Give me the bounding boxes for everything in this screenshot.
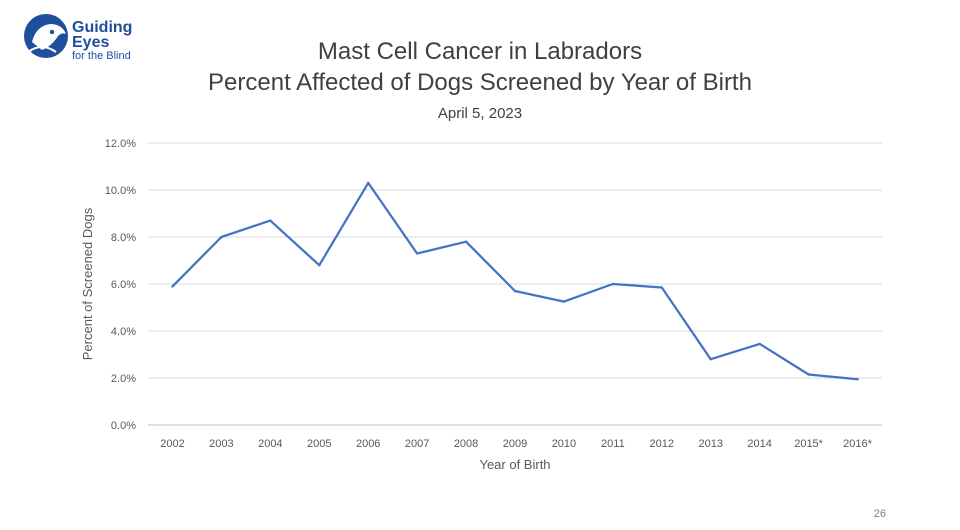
y-tick-label: 0.0% [111, 420, 136, 432]
data-point [856, 377, 859, 381]
chart-date: April 5, 2023 [437, 105, 523, 122]
data-point [171, 285, 174, 288]
y-tick-label: 8.0% [111, 232, 136, 244]
x-tick-label: 2011 [601, 438, 625, 450]
x-tick-label: 2002 [160, 438, 184, 450]
y-tick-label: 6.0% [111, 279, 136, 291]
data-point [220, 235, 223, 239]
data-point [660, 286, 663, 289]
x-tick-label: 2009 [503, 438, 527, 450]
data-point [464, 240, 468, 243]
data-point [807, 373, 810, 376]
x-tick-label: 2007 [405, 438, 429, 450]
y-tick-label: 10.0% [105, 185, 136, 197]
x-axis-label: Year of Birth [479, 457, 550, 472]
x-tick-label: 2010 [552, 438, 576, 450]
guiding-eyes-logo: Guiding Eyes for the Blind [22, 12, 152, 64]
logo-line2: Eyes [72, 34, 110, 51]
chart-title: Mast Cell Cancer in Labradors [317, 38, 643, 65]
x-tick-label: 2015* [794, 438, 823, 450]
logo-line3: for the Blind [72, 50, 131, 62]
x-tick-label: 2003 [209, 438, 233, 450]
data-point [611, 282, 615, 286]
logo-line1: Guiding [72, 19, 133, 36]
page-number: 26 [873, 508, 886, 520]
data-point [513, 289, 517, 293]
data-point [562, 300, 566, 303]
series-line [171, 181, 859, 381]
x-tick-label: 2014 [747, 438, 771, 450]
data-point [758, 342, 761, 346]
x-tick-label: 2005 [307, 438, 331, 450]
x-tick-label: 2012 [650, 438, 674, 450]
dog-head-icon [24, 14, 68, 58]
logo-text: Guiding Eyes for the Blind [72, 19, 133, 63]
x-tick-label: 2016* [843, 438, 872, 450]
chart-subtitle: Percent Affected of Dogs Screened by Yea… [208, 69, 752, 96]
x-tick-label: 2013 [698, 438, 722, 450]
data-point [367, 181, 370, 185]
data-point [318, 264, 321, 267]
y-tick-label: 12.0% [105, 138, 136, 150]
x-tick-label: 2008 [454, 438, 478, 450]
data-point [269, 219, 272, 222]
y-tick-label: 4.0% [111, 326, 136, 338]
data-point [415, 252, 419, 255]
x-tick-label: 2004 [258, 438, 282, 450]
data-point [709, 358, 712, 361]
y-axis-label: Percent of Screened Dogs [80, 207, 95, 360]
x-tick-label: 2006 [356, 438, 380, 450]
chart-titles: Mast Cell Cancer in Labradors Percent Af… [0, 36, 960, 126]
y-tick-label: 2.0% [111, 373, 136, 385]
